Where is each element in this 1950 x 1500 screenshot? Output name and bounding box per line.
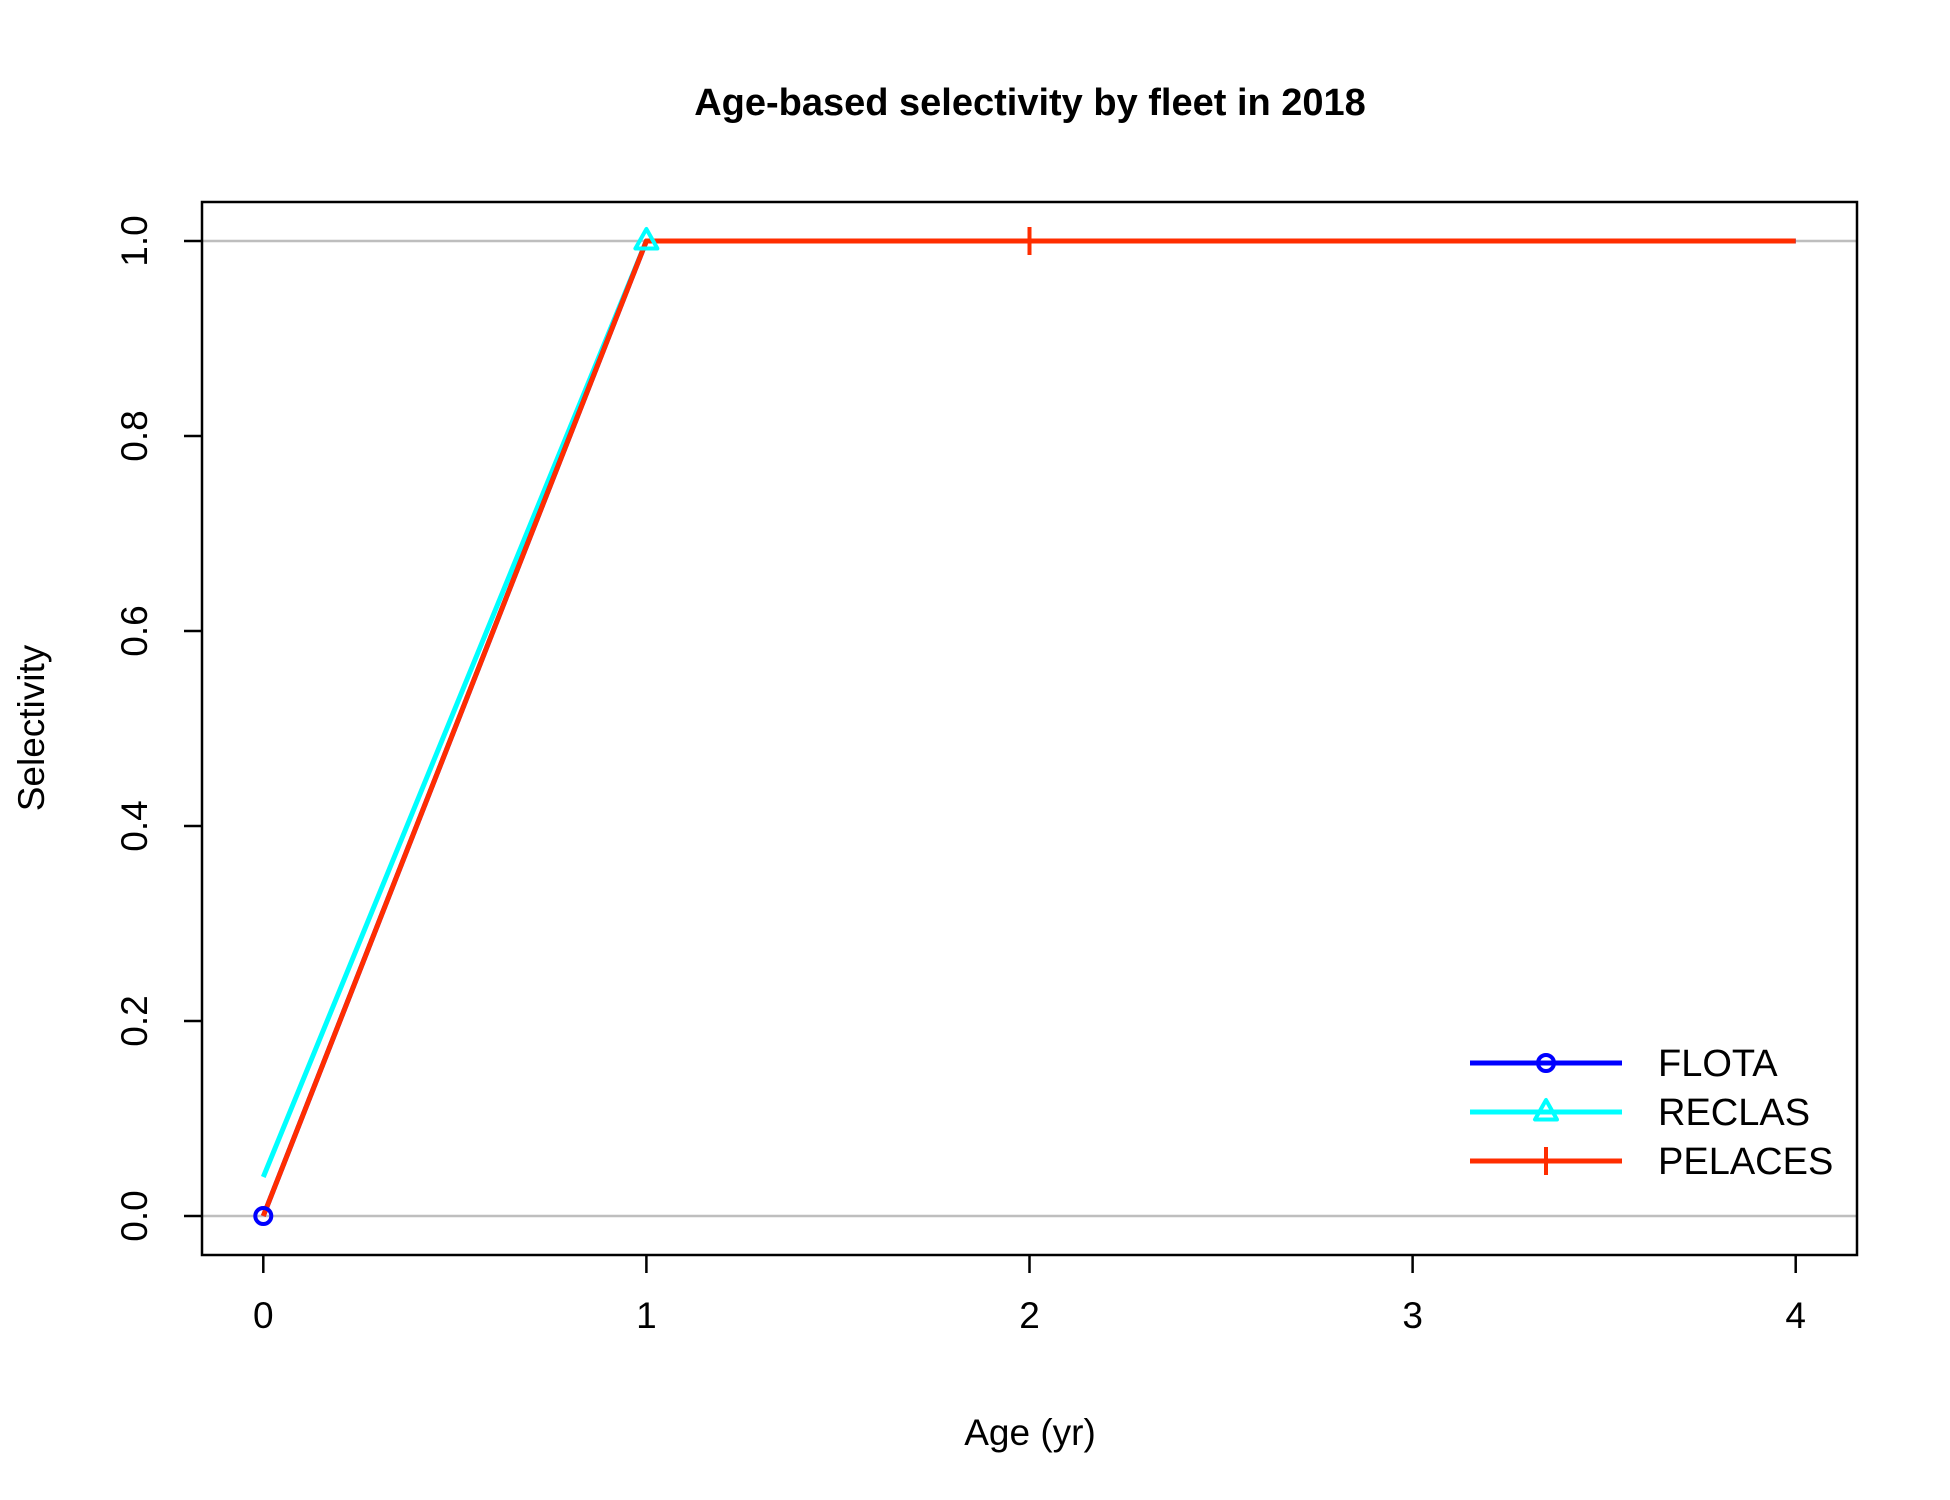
marker-flota-0 xyxy=(253,1206,274,1226)
legend-label: PELACES xyxy=(1658,1141,1833,1183)
x-tick-label: 1 xyxy=(636,1295,657,1336)
x-axis: 0 1 2 3 4 xyxy=(253,1255,1806,1336)
y-tick-label: 1.0 xyxy=(114,215,155,266)
x-tick-label: 0 xyxy=(253,1295,274,1336)
x-tick-label: 3 xyxy=(1402,1295,1423,1336)
series-line-pelaces xyxy=(260,238,1796,1217)
series-line-reclas xyxy=(260,238,1796,1178)
y-tick-label: 0.6 xyxy=(114,605,155,656)
y-tick-label: 0.0 xyxy=(114,1190,155,1241)
x-tick-label: 4 xyxy=(1785,1295,1806,1336)
x-axis-label: Age (yr) xyxy=(964,1412,1096,1453)
y-axis: 0.0 0.2 0.4 0.6 0.8 1.0 xyxy=(114,215,202,1242)
y-axis-label: Selectivity xyxy=(11,644,52,811)
x-tick-label: 2 xyxy=(1019,1295,1040,1336)
legend: FLOTA RECLAS PELACES xyxy=(1470,1043,1833,1183)
reference-lines xyxy=(202,239,1857,1218)
legend-label: FLOTA xyxy=(1658,1043,1778,1085)
legend-item-reclas: RECLAS xyxy=(1470,1092,1810,1134)
y-tick-label: 0.4 xyxy=(114,800,155,851)
legend-marker xyxy=(1536,1053,1556,1073)
y-tick-label: 0.2 xyxy=(114,995,155,1046)
legend-marker xyxy=(1533,1098,1559,1122)
legend-label: RECLAS xyxy=(1658,1092,1810,1134)
legend-item-pelaces: PELACES xyxy=(1470,1141,1833,1183)
legend-item-flota: FLOTA xyxy=(1470,1043,1778,1085)
y-tick-label: 0.8 xyxy=(114,410,155,461)
series-line-flota xyxy=(260,238,1796,1217)
series-markers xyxy=(253,227,1032,1226)
marker-reclas-0 xyxy=(633,227,660,251)
chart-title: Age-based selectivity by fleet in 2018 xyxy=(694,82,1366,124)
series-lines xyxy=(260,238,1796,1217)
plot-frame xyxy=(200,200,1859,1257)
